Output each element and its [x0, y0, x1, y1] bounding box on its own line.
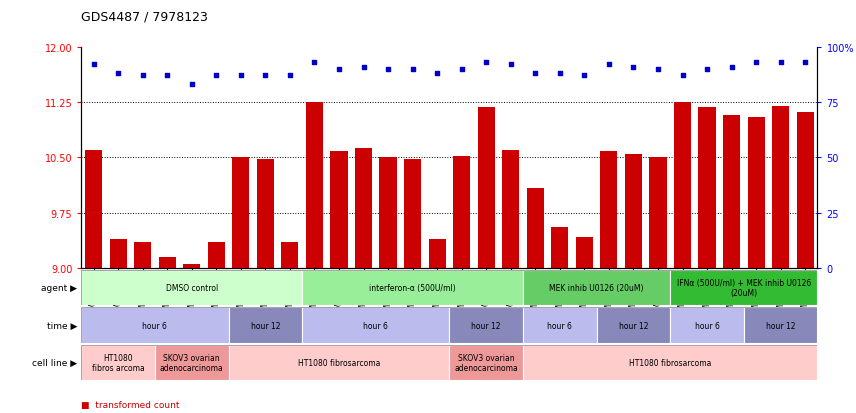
Point [725, 64, 739, 71]
Bar [597, 308, 670, 343]
Bar [449, 345, 523, 380]
Bar [478, 108, 495, 268]
Point [553, 71, 567, 77]
Point [675, 73, 689, 80]
Bar [183, 265, 200, 268]
Bar [355, 149, 372, 268]
Point [799, 59, 812, 66]
Text: SKOV3 ovarian
adenocarcinoma: SKOV3 ovarian adenocarcinoma [160, 353, 223, 372]
Bar [257, 159, 274, 268]
Bar [134, 243, 152, 268]
Text: agent ▶: agent ▶ [41, 284, 77, 292]
Point [185, 82, 199, 88]
Bar [523, 345, 817, 380]
Bar [302, 308, 449, 343]
Text: GDS4487 / 7978123: GDS4487 / 7978123 [81, 10, 208, 23]
Bar [502, 151, 520, 268]
Bar [155, 345, 229, 380]
Point [479, 59, 493, 66]
Bar [747, 117, 764, 268]
Point [259, 73, 272, 80]
Text: HT1080
fibros arcoma: HT1080 fibros arcoma [92, 353, 145, 372]
Bar [698, 108, 716, 268]
Point [136, 73, 150, 80]
Text: hour 12: hour 12 [251, 321, 280, 330]
Point [210, 73, 223, 80]
Point [332, 66, 346, 73]
Bar [523, 308, 597, 343]
Bar [302, 271, 523, 306]
Bar [600, 152, 617, 268]
Bar [625, 154, 642, 268]
Bar [523, 271, 670, 306]
Text: MEK inhib U0126 (20uM): MEK inhib U0126 (20uM) [550, 284, 644, 292]
Text: hour 12: hour 12 [766, 321, 795, 330]
Point [111, 71, 125, 77]
Point [283, 73, 297, 80]
Point [578, 73, 591, 80]
Bar [551, 228, 568, 268]
Text: SKOV3 ovarian
adenocarcinoma: SKOV3 ovarian adenocarcinoma [455, 353, 518, 372]
Point [504, 62, 518, 69]
Point [774, 59, 788, 66]
Bar [674, 103, 691, 268]
Bar [81, 271, 302, 306]
Point [455, 66, 468, 73]
Bar [404, 159, 421, 268]
Text: interferon-α (500U/ml): interferon-α (500U/ml) [369, 284, 456, 292]
Bar [208, 243, 225, 268]
Point [234, 73, 247, 80]
Bar [772, 107, 789, 268]
Text: HT1080 fibrosarcoma: HT1080 fibrosarcoma [629, 358, 711, 367]
Bar [453, 157, 470, 268]
Point [86, 62, 100, 69]
Text: HT1080 fibrosarcoma: HT1080 fibrosarcoma [298, 358, 380, 367]
Text: hour 6: hour 6 [694, 321, 720, 330]
Text: IFNα (500U/ml) + MEK inhib U0126
(20uM): IFNα (500U/ml) + MEK inhib U0126 (20uM) [677, 278, 811, 298]
Text: cell line ▶: cell line ▶ [32, 358, 77, 367]
Text: time ▶: time ▶ [47, 321, 77, 330]
Bar [449, 308, 523, 343]
Text: hour 6: hour 6 [363, 321, 389, 330]
Bar [744, 308, 817, 343]
Bar [526, 189, 544, 268]
Bar [158, 257, 175, 268]
Bar [650, 158, 667, 268]
Bar [282, 243, 299, 268]
Bar [81, 345, 155, 380]
Point [431, 71, 444, 77]
Text: hour 12: hour 12 [619, 321, 648, 330]
Point [406, 66, 419, 73]
Text: hour 6: hour 6 [142, 321, 168, 330]
Bar [797, 112, 814, 268]
Point [627, 64, 640, 71]
Bar [576, 237, 593, 268]
Point [381, 66, 395, 73]
Text: DMSO control: DMSO control [165, 284, 218, 292]
Text: ■  transformed count: ■ transformed count [81, 400, 180, 409]
Point [749, 59, 763, 66]
Bar [85, 151, 102, 268]
Point [700, 66, 714, 73]
Point [602, 62, 615, 69]
Point [528, 71, 542, 77]
Point [651, 66, 665, 73]
Bar [379, 158, 396, 268]
Bar [229, 308, 302, 343]
Point [307, 59, 321, 66]
Bar [229, 345, 449, 380]
Text: hour 12: hour 12 [472, 321, 501, 330]
Text: hour 6: hour 6 [547, 321, 573, 330]
Bar [330, 152, 348, 268]
Bar [81, 308, 229, 343]
Bar [306, 103, 323, 268]
Bar [232, 158, 249, 268]
Bar [429, 239, 446, 268]
Point [160, 73, 174, 80]
Bar [723, 115, 740, 268]
Bar [670, 308, 744, 343]
Bar [670, 271, 817, 306]
Bar [110, 239, 127, 268]
Point [357, 64, 371, 71]
